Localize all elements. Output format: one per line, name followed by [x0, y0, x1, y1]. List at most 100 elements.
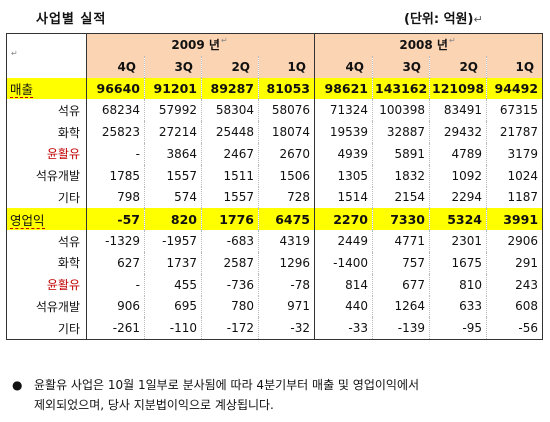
value-cell: 243: [486, 273, 544, 296]
value-cell: 25448: [201, 121, 259, 143]
value-cell: 121098: [429, 77, 487, 100]
value-cell: 2670: [257, 142, 315, 165]
table-row: 기타 -261 -110 -172 -32 -33 -139 -95 -56: [6, 317, 544, 341]
value-cell: 83491: [429, 99, 487, 122]
value-cell: 94492: [486, 77, 544, 100]
table-row: 기타 798 574 1557 728 1514 2154 2294 1187: [6, 186, 544, 209]
value-cell: 6475: [257, 208, 315, 231]
value-cell: 574: [144, 186, 202, 209]
quarter-header-cell: 2Q: [201, 55, 259, 78]
value-cell: 100398: [372, 99, 430, 122]
quarter-header-row: 4Q 3Q 2Q 1Q 4Q 3Q 2Q 1Q: [7, 55, 544, 78]
value-cell: -683: [201, 230, 259, 252]
table-row: 석유 68234 57992 58304 58076 71324 100398 83491 67…: [6, 99, 544, 122]
value-cell: 608: [486, 295, 544, 318]
value-cell: 1511: [201, 164, 259, 187]
value-cell: -1329: [86, 230, 145, 252]
results-table: ↵ 2009 년↵ 2008 년↵ 4Q 3Q 2Q 1Q 4Q 3Q 2Q 1Q 매출 966…: [6, 32, 544, 341]
unit-label: (단위: 억원)↵: [404, 8, 483, 27]
row-label: 석유: [6, 230, 87, 252]
value-cell: 1832: [372, 164, 430, 187]
quarter-header-cell: 2Q: [429, 55, 487, 78]
row-label-text: 기타: [57, 321, 80, 336]
value-cell: 2449: [314, 230, 373, 252]
value-cell: 68234: [86, 99, 145, 122]
value-cell: 98621: [314, 77, 373, 100]
quarter-header-cell: 4Q: [86, 55, 145, 78]
value-cell: 143162: [372, 77, 430, 100]
paragraph-mark-icon: ↵: [11, 48, 18, 58]
year-header-2008: 2008 년↵: [314, 32, 544, 56]
value-cell: 1557: [201, 186, 259, 209]
value-cell: 4319: [257, 230, 315, 252]
row-label-text: 석유: [57, 103, 80, 118]
value-cell: 1024: [486, 164, 544, 187]
value-cell: 1506: [257, 164, 315, 187]
row-label: 화학: [6, 121, 87, 143]
row-label-text: 기타: [57, 190, 80, 205]
value-cell: 2294: [429, 186, 487, 209]
value-cell: 757: [372, 251, 430, 274]
row-label: 매출: [6, 77, 87, 100]
value-cell: 906: [86, 295, 145, 318]
value-cell: 820: [144, 208, 202, 231]
value-cell: -110: [144, 317, 202, 341]
quarter-header-cell: 4Q: [314, 55, 373, 78]
quarter-header-cell: 3Q: [372, 55, 430, 78]
table-row: 영업익 -57 820 1776 6475 2270 7330 5324 3991: [6, 208, 544, 231]
row-label-text: 영업익: [10, 212, 45, 229]
table-row: 석유개발 906 695 780 971 440 1264 633 608: [6, 295, 544, 318]
value-cell: 4771: [372, 230, 430, 252]
value-cell: -57: [86, 208, 145, 231]
quarter-header-cell: 1Q: [486, 55, 544, 78]
footnote: ● 윤활유 사업은 10월 1일부로 분사됨에 따라 4분기부터 매출 및 영업…: [8, 375, 544, 415]
page-title: 사업별 실적: [36, 12, 107, 27]
table-row: 윤활유 -3864 2467 2670 4939 5891 4789 3179: [6, 142, 544, 165]
quarter-header-cell: 1Q: [257, 55, 315, 78]
value-cell: 4789: [429, 142, 487, 165]
value-cell: 3179: [486, 142, 544, 165]
title-row: 사업별 실적 (단위: 억원)↵: [0, 0, 550, 34]
value-cell: 814: [314, 273, 373, 296]
paragraph-mark-icon: ↵: [448, 36, 456, 46]
value-cell: 780: [201, 295, 259, 318]
value-cell: 57992: [144, 99, 202, 122]
value-cell: 1776: [201, 208, 259, 231]
value-cell: 1557: [144, 164, 202, 187]
table-row: 화학 627 1737 2587 1296 -1400 757 1675 291: [6, 251, 544, 274]
value-cell: -32: [257, 317, 315, 341]
corner-cell: ↵: [6, 32, 87, 78]
value-cell: 25823: [86, 121, 145, 143]
value-cell: 1296: [257, 251, 315, 274]
value-cell: -736: [201, 273, 259, 296]
value-cell: 5891: [372, 142, 430, 165]
row-label-text: 윤활유: [46, 278, 80, 293]
value-cell: 71324: [314, 99, 373, 122]
value-cell: 96640: [86, 77, 145, 100]
value-cell: 1305: [314, 164, 373, 187]
value-cell: 633: [429, 295, 487, 318]
row-label: 석유: [6, 99, 87, 122]
paragraph-mark-icon: ↵: [220, 36, 228, 46]
value-cell: 32887: [372, 121, 430, 143]
row-label: 윤활유: [6, 142, 87, 165]
row-label: 화학: [6, 251, 87, 274]
value-cell: 291: [486, 251, 544, 274]
value-cell: -: [86, 142, 145, 165]
value-cell: 1264: [372, 295, 430, 318]
value-cell: 2906: [486, 230, 544, 252]
value-cell: 455: [144, 273, 202, 296]
value-cell: 29432: [429, 121, 487, 143]
value-cell: 67315: [486, 99, 544, 122]
footnote-line-2: 제외되었으며, 당사 지분법이익으로 계상됩니다.: [34, 398, 274, 412]
value-cell: 21787: [486, 121, 544, 143]
year-header-2009: 2009 년↵: [85, 32, 315, 56]
value-cell: 1514: [314, 186, 373, 209]
value-cell: 1675: [429, 251, 487, 274]
value-cell: 798: [86, 186, 145, 209]
value-cell: -78: [257, 273, 315, 296]
value-cell: -261: [86, 317, 145, 341]
value-cell: 27214: [144, 121, 202, 143]
row-label: 윤활유: [6, 273, 87, 296]
row-label-text: 매출: [10, 81, 34, 98]
